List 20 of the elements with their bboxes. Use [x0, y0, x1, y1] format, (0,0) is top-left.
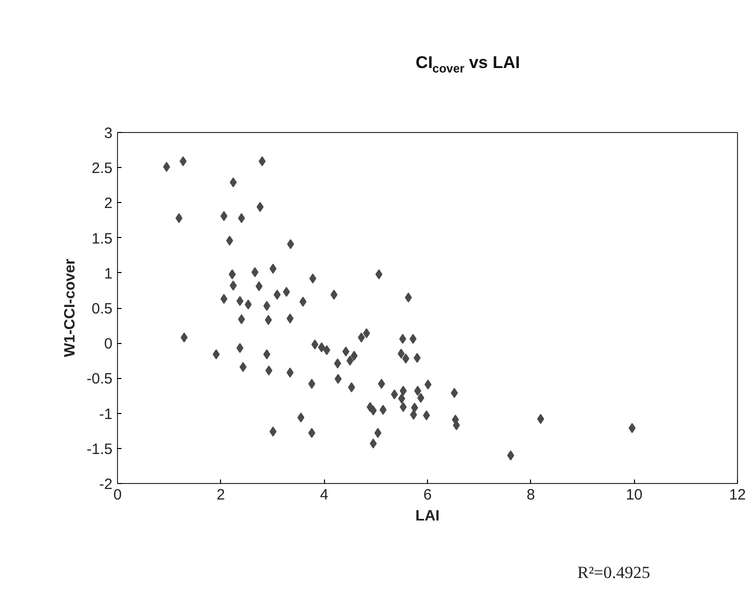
y-tick-label: -1.5 — [86, 440, 113, 458]
x-tick-label: 10 — [626, 486, 643, 504]
y-tick-label: 3 — [104, 125, 112, 142]
y-tick-label: 2 — [104, 195, 112, 212]
y-tick-label: 2.5 — [92, 160, 113, 178]
x-tick-label: 8 — [526, 486, 536, 504]
x-tick-label: 12 — [729, 486, 746, 504]
y-tick-label: 0.5 — [92, 300, 113, 318]
y-tick-label: -0.5 — [86, 370, 113, 388]
y-tick-label: 1.5 — [92, 230, 113, 248]
x-tick-label: 6 — [423, 486, 432, 504]
x-tick-label: 4 — [320, 486, 328, 504]
x-tick-label: 2 — [216, 486, 226, 504]
y-tick-label: 0 — [104, 336, 112, 353]
y-axis-title: W1-CCI-cover — [62, 258, 79, 358]
y-tick-label: 1 — [104, 265, 112, 282]
x-axis-title: LAI — [415, 508, 440, 524]
text: R²=0.4925 — [577, 563, 650, 582]
y-tick-label: -1 — [99, 406, 113, 423]
y-tick-label: -2 — [99, 476, 113, 493]
